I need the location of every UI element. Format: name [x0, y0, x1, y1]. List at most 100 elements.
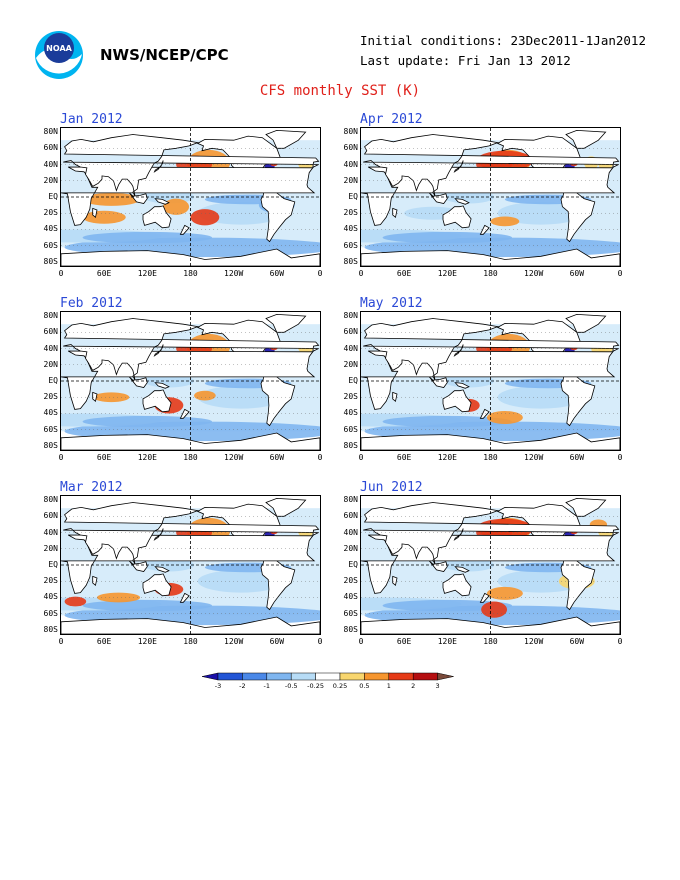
noaa-logo: NOAA [35, 31, 83, 79]
lon-label: 60E [96, 637, 112, 646]
lat-label: 20N [343, 175, 358, 185]
lon-label: 0 [317, 453, 323, 462]
lon-label: 0 [358, 637, 364, 646]
lon-label: 60E [96, 269, 112, 278]
panel-title: Mar 2012 [60, 480, 123, 495]
lon-label: 0 [317, 269, 323, 278]
lat-label: 40N [343, 527, 358, 537]
lon-label: 120E [437, 269, 457, 278]
lat-label: 80S [343, 624, 358, 634]
panel-title: May 2012 [360, 296, 423, 311]
lat-label: EQ [348, 560, 358, 569]
lat-label: 60N [43, 143, 58, 153]
sst-field [361, 496, 620, 634]
colorbar-tick-label: 0.25 [333, 682, 347, 690]
lon-label: 0 [358, 453, 364, 462]
lon-label: 120W [524, 269, 544, 278]
logo-text: NOAA [46, 44, 72, 53]
lat-label: 20N [43, 175, 58, 185]
agency-name: NWS/NCEP/CPC [100, 46, 229, 64]
map-panel-jun: Jun 2012 80N 60N 40N 20N EQ 20S 40S 60S 80S 0 60E 1… [334, 480, 634, 650]
lat-label: 40N [43, 159, 58, 169]
panel-title: Jun 2012 [360, 480, 423, 495]
lat-label: 60S [43, 240, 58, 250]
lat-label: 40N [343, 343, 358, 353]
lat-label: 80S [343, 256, 358, 266]
lat-label: 80N [343, 127, 358, 137]
colorbar-tick-label: 2 [411, 682, 415, 690]
lat-label: 40S [43, 592, 58, 602]
lon-label: 180 [483, 637, 498, 646]
lon-label: 120W [524, 453, 544, 462]
lat-label: 60N [343, 143, 358, 153]
lat-label: EQ [348, 192, 358, 201]
lon-label: 120E [137, 269, 157, 278]
colorbar-tick-label: -3 [215, 682, 221, 690]
sst-field [61, 128, 320, 266]
sst-field [361, 312, 620, 450]
lat-label: 20N [343, 359, 358, 369]
colorbar-tick-label: -2 [239, 682, 245, 690]
sst-map [60, 127, 321, 267]
lat-label: 40S [343, 592, 358, 602]
lon-label: 60W [569, 637, 585, 646]
sst-map [60, 495, 321, 635]
panel-title: Feb 2012 [60, 296, 123, 311]
lat-label: 80N [343, 495, 358, 505]
lon-label: 60W [569, 269, 585, 278]
map-panel-apr: Apr 2012 80N 60N 40N 20N EQ 20S 40S 60S 80S 0 60E 1… [334, 112, 634, 282]
lon-label: 0 [58, 269, 64, 278]
panel-title: Jan 2012 [60, 112, 123, 127]
lat-label: 40N [43, 343, 58, 353]
lat-label: EQ [48, 560, 58, 569]
lat-label: 20S [343, 576, 358, 586]
lat-label: 40S [43, 224, 58, 234]
lat-label: EQ [48, 192, 58, 201]
lon-label: 60W [269, 453, 285, 462]
lat-label: 60S [43, 424, 58, 434]
lat-label: 60N [343, 327, 358, 337]
lat-label: 60N [43, 511, 58, 521]
lon-label: 0 [617, 269, 623, 278]
lon-label: 0 [617, 453, 623, 462]
lat-label: EQ [48, 376, 58, 385]
lat-label: 80S [43, 256, 58, 266]
colorbar-tick-label: 1 [387, 682, 391, 690]
lat-label: 60S [343, 424, 358, 434]
map-panel-jan: Jan 2012 80N 60N 40N 20N EQ 20S 40S 60S 80S 0 60E 1… [34, 112, 334, 282]
lon-label: 0 [617, 637, 623, 646]
sst-field [61, 496, 320, 634]
colorbar-tick-label: -0.5 [285, 682, 298, 690]
lat-label: 60S [343, 240, 358, 250]
lat-label: 60N [43, 327, 58, 337]
lat-label: 20S [43, 208, 58, 218]
lon-label: 120W [224, 453, 244, 462]
lat-label: 80N [43, 127, 58, 137]
lat-label: 20S [343, 392, 358, 402]
colorbar-tick-label: 0.5 [359, 682, 369, 690]
map-panel-may: May 2012 80N 60N 40N 20N EQ 20S 40S 60S 80S 0 60E 1… [334, 296, 634, 466]
lon-label: 60W [569, 453, 585, 462]
lat-label: 80N [43, 495, 58, 505]
lon-label: 180 [483, 453, 498, 462]
lat-label: 40S [343, 408, 358, 418]
lat-label: 20S [43, 576, 58, 586]
lon-label: 180 [183, 453, 198, 462]
lon-label: 120E [437, 637, 457, 646]
sst-field [61, 312, 320, 450]
colorbar-tick-label: -0.25 [307, 682, 324, 690]
lon-label: 0 [58, 453, 64, 462]
lon-label: 60W [269, 269, 285, 278]
lon-label: 120E [437, 453, 457, 462]
colorbar: -3 -2 -1 -0.5 -0.25 0.25 0.5 1 2 3 [201, 672, 454, 690]
lat-label: 20N [43, 359, 58, 369]
lat-label: 60S [43, 608, 58, 618]
lat-label: 80S [43, 440, 58, 450]
sst-map [360, 127, 621, 267]
lon-label: 0 [317, 637, 323, 646]
colorbar-tick-label: -1 [264, 682, 270, 690]
lat-label: 60S [343, 608, 358, 618]
lon-label: 120E [137, 453, 157, 462]
lat-label: 20N [343, 543, 358, 553]
lat-label: 80N [43, 311, 58, 321]
